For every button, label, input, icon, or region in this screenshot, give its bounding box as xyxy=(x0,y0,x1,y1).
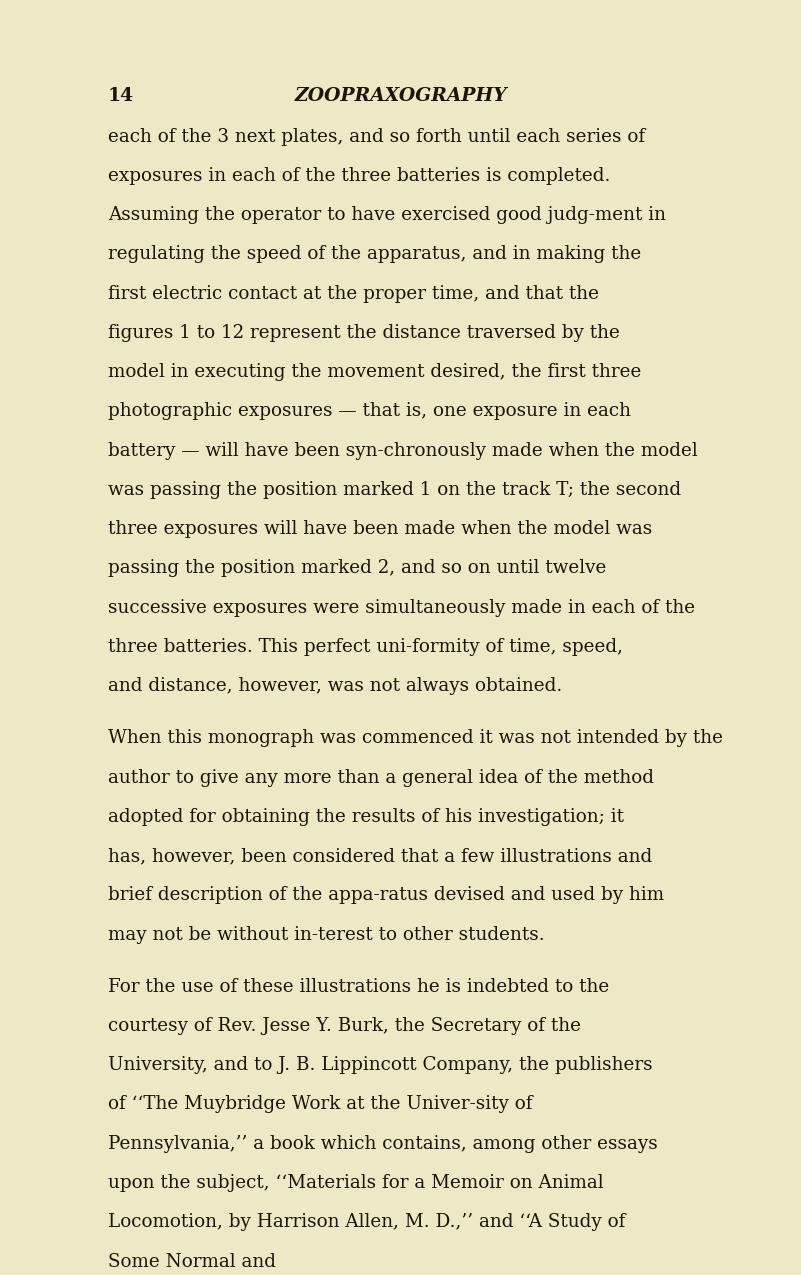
Text: first electric contact at the proper time, and that the: first electric contact at the proper tim… xyxy=(108,284,599,302)
Text: ZOOPRAXOGRAPHY: ZOOPRAXOGRAPHY xyxy=(294,87,507,105)
Text: When this monograph was commenced it was not intended by the: When this monograph was commenced it was… xyxy=(108,729,723,747)
Text: three exposures will have been made when the model was: three exposures will have been made when… xyxy=(108,520,652,538)
Text: For the use of these illustrations he is indebted to the: For the use of these illustrations he is… xyxy=(108,978,610,996)
Text: may not be without in-terest to other students.: may not be without in-terest to other st… xyxy=(108,926,545,944)
Text: model in executing the movement desired, the first three: model in executing the movement desired,… xyxy=(108,363,642,381)
Text: Some Normal and: Some Normal and xyxy=(108,1252,276,1271)
Text: photographic exposures — that is, one exposure in each: photographic exposures — that is, one ex… xyxy=(108,403,631,421)
Text: brief description of the appa-ratus devised and used by him: brief description of the appa-ratus devi… xyxy=(108,886,664,904)
Text: of ‘‘The Muybridge Work at the Univer-sity of: of ‘‘The Muybridge Work at the Univer-si… xyxy=(108,1095,533,1113)
Text: University, and to J. B. Lippincott Company, the publishers: University, and to J. B. Lippincott Comp… xyxy=(108,1056,653,1075)
Text: author to give any more than a general idea of the method: author to give any more than a general i… xyxy=(108,769,654,787)
Text: regulating the speed of the apparatus, and in making the: regulating the speed of the apparatus, a… xyxy=(108,245,642,264)
Text: each of the 3 next plates, and so forth until each series of: each of the 3 next plates, and so forth … xyxy=(108,128,646,145)
Text: three batteries. This perfect uni-formity of time, speed,: three batteries. This perfect uni-formit… xyxy=(108,638,623,657)
Text: adopted for obtaining the results of his investigation; it: adopted for obtaining the results of his… xyxy=(108,808,624,826)
Text: Assuming the operator to have exercised good judg-ment in: Assuming the operator to have exercised … xyxy=(108,207,666,224)
Text: figures 1 to 12 represent the distance traversed by the: figures 1 to 12 represent the distance t… xyxy=(108,324,620,342)
Text: courtesy of Rev. Jesse Y. Burk, the Secretary of the: courtesy of Rev. Jesse Y. Burk, the Secr… xyxy=(108,1017,582,1035)
Text: has, however, been considered that a few illustrations and: has, however, been considered that a few… xyxy=(108,847,652,866)
Text: successive exposures were simultaneously made in each of the: successive exposures were simultaneously… xyxy=(108,599,695,617)
Text: and distance, however, was not always obtained.: and distance, however, was not always ob… xyxy=(108,677,562,695)
Text: passing the position marked 2, and so on until twelve: passing the position marked 2, and so on… xyxy=(108,560,606,578)
Text: Locomotion, by Harrison Allen, M. D.,’’ and ‘‘A Study of: Locomotion, by Harrison Allen, M. D.,’’ … xyxy=(108,1214,626,1232)
Text: battery — will have been syn-chronously made when the model: battery — will have been syn-chronously … xyxy=(108,441,698,460)
Text: was passing the position marked 1 on the track T; the second: was passing the position marked 1 on the… xyxy=(108,481,682,499)
Text: exposures in each of the three batteries is completed.: exposures in each of the three batteries… xyxy=(108,167,610,185)
Text: 14: 14 xyxy=(108,87,135,105)
Text: upon the subject, ‘‘Materials for a Memoir on Animal: upon the subject, ‘‘Materials for a Memo… xyxy=(108,1174,604,1192)
Text: Pennsylvania,’’ a book which contains, among other essays: Pennsylvania,’’ a book which contains, a… xyxy=(108,1135,658,1153)
